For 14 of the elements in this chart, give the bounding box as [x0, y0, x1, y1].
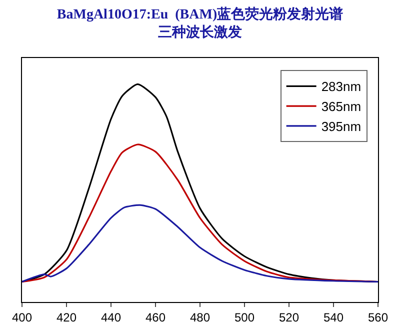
chart-subtitle: 三种波长激发	[158, 24, 242, 41]
x-tick-label: 520	[278, 310, 300, 324]
x-tick-label: 440	[100, 310, 122, 324]
x-tick-label: 460	[145, 310, 166, 324]
legend-label: 365nm	[321, 99, 362, 114]
legend-label: 395nm	[321, 119, 362, 134]
x-tick-label: 400	[12, 310, 32, 324]
chart-title: BaMgAl10O17:Eu (BAM)蓝色荧光粉发射光谱	[56, 5, 344, 22]
x-tick-label: 480	[190, 310, 210, 324]
x-tick-label: 500	[234, 310, 255, 324]
x-tick-label: 540	[323, 310, 344, 324]
x-tick-label: 420	[56, 310, 77, 324]
legend-label: 283nm	[321, 79, 362, 94]
x-tick-label: 560	[368, 310, 388, 324]
